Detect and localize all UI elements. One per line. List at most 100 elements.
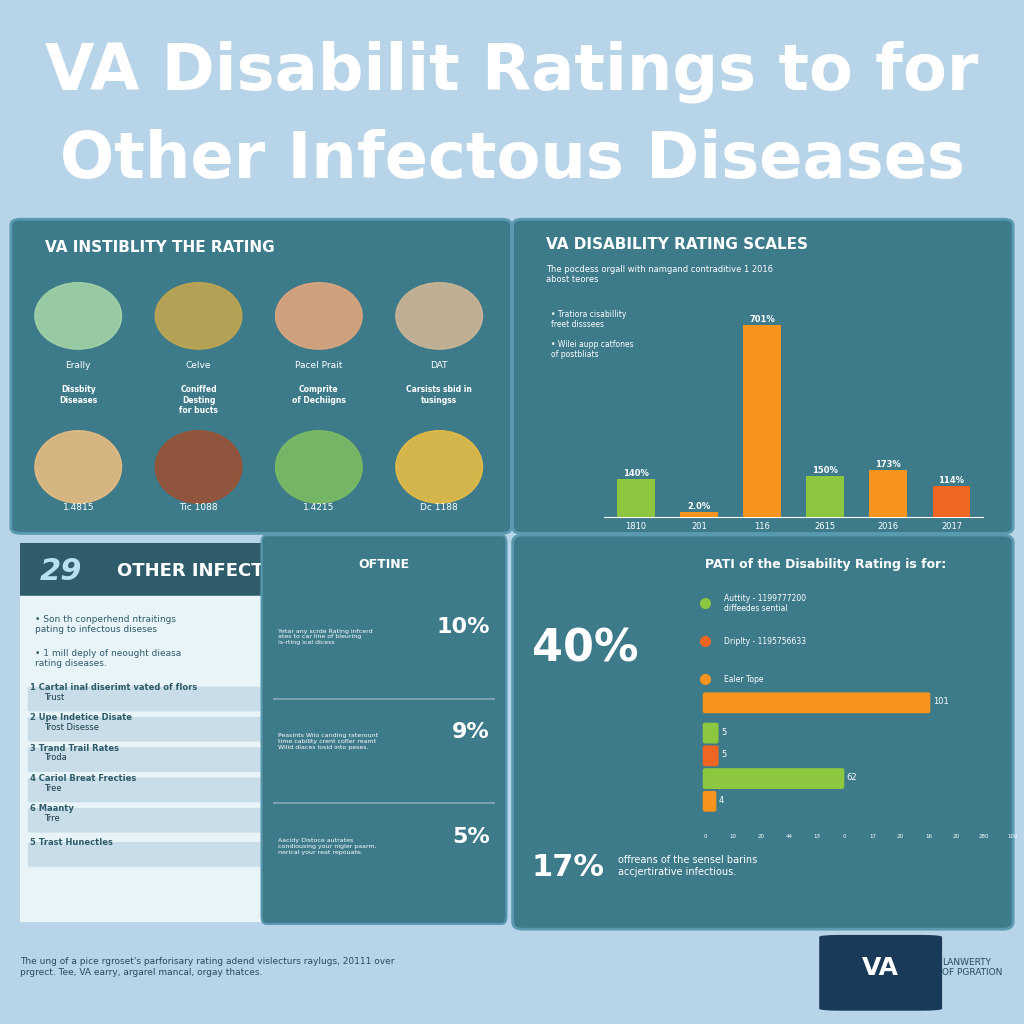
Bar (616, 478, 654, 517)
Text: • Son th conperhend ntraitings
pating to infectous diseses: • Son th conperhend ntraitings pating to… (35, 614, 176, 634)
Text: 167%: 167% (463, 814, 487, 823)
Text: Dissbity
Diseases: Dissbity Diseases (59, 385, 97, 404)
FancyBboxPatch shape (15, 596, 507, 926)
Text: VA Disabilit Ratings to for: VA Disabilit Ratings to for (45, 40, 979, 103)
Ellipse shape (275, 431, 362, 503)
Text: 40%: 40% (531, 628, 638, 671)
FancyBboxPatch shape (273, 803, 495, 805)
Text: 114%: 114% (938, 476, 965, 485)
Text: Erally: Erally (66, 361, 91, 371)
Text: 0: 0 (843, 835, 847, 840)
FancyBboxPatch shape (819, 935, 942, 1011)
Text: 17%: 17% (531, 853, 605, 883)
FancyBboxPatch shape (28, 748, 495, 772)
Text: 280: 280 (979, 835, 989, 840)
Text: 29: 29 (40, 557, 82, 586)
Text: 9%: 9% (453, 722, 489, 742)
Text: OFTINE: OFTINE (358, 558, 410, 570)
Text: 2.0%: 2.0% (687, 502, 711, 511)
Text: Dc 1188: Dc 1188 (420, 503, 458, 512)
Text: Auttity - 1199777200
diffeedes sential: Auttity - 1199777200 diffeedes sential (724, 594, 807, 613)
Text: 62: 62 (847, 773, 857, 782)
Text: 20: 20 (897, 835, 904, 840)
Text: 44: 44 (785, 835, 793, 840)
Text: Celve: Celve (185, 361, 211, 371)
FancyBboxPatch shape (702, 723, 719, 743)
Text: Ealer Tope: Ealer Tope (724, 675, 764, 684)
Bar (680, 512, 718, 517)
Text: 5 Trast Hunectles: 5 Trast Hunectles (30, 839, 113, 847)
Ellipse shape (396, 283, 482, 349)
Text: • Wilei aupp catfones
of postbliats: • Wilei aupp catfones of postbliats (551, 340, 634, 359)
FancyBboxPatch shape (28, 717, 495, 741)
Text: 2 Upe Indetice Disate: 2 Upe Indetice Disate (30, 713, 132, 722)
Text: 17: 17 (869, 835, 877, 840)
Ellipse shape (35, 431, 122, 503)
Ellipse shape (156, 283, 242, 349)
FancyBboxPatch shape (28, 687, 495, 712)
Text: VA INSTIBLITY THE RATING: VA INSTIBLITY THE RATING (45, 241, 274, 255)
Text: Carsists sbid in
tusingss: Carsists sbid in tusingss (407, 385, 472, 404)
Text: 140%: 140% (623, 469, 648, 478)
Ellipse shape (396, 431, 482, 503)
Text: 150%: 150% (812, 466, 838, 475)
Text: 966%: 966% (463, 783, 487, 793)
Text: 5: 5 (721, 751, 726, 760)
Bar (869, 470, 907, 517)
Text: Yetar any scrde Rating infcerd
ates to car line of bleuring
is-rting ical dicess: Yetar any scrde Rating infcerd ates to c… (279, 629, 373, 645)
Text: 20: 20 (953, 835, 959, 840)
Text: Coniffed
Desting
for bucts: Coniffed Desting for bucts (179, 385, 218, 415)
Text: 4: 4 (719, 796, 724, 805)
Text: VA DISABILITY RATING SCALES: VA DISABILITY RATING SCALES (547, 238, 808, 252)
FancyBboxPatch shape (273, 697, 495, 699)
Text: OTHER INFECTIUS RATING: OTHER INFECTIUS RATING (117, 562, 379, 581)
Text: Cartual: Cartual (457, 848, 487, 857)
Text: 1.4215: 1.4215 (303, 503, 335, 512)
FancyBboxPatch shape (15, 539, 507, 603)
Text: Trre: Trre (45, 814, 60, 823)
Text: VA: VA (862, 955, 899, 980)
Bar (743, 325, 781, 517)
Text: 6 Maanty: 6 Maanty (30, 804, 74, 813)
Ellipse shape (275, 283, 362, 349)
Text: 4 Cariol Breat Frecties: 4 Cariol Breat Frecties (30, 774, 136, 782)
FancyBboxPatch shape (702, 745, 719, 766)
Text: The ung of a pice rgroset's parforisary rating adend vislecturs raylugs, 20111 o: The ung of a pice rgroset's parforisary … (20, 957, 395, 977)
FancyBboxPatch shape (513, 219, 1013, 534)
FancyBboxPatch shape (28, 777, 495, 802)
Ellipse shape (35, 283, 122, 349)
Text: 16: 16 (925, 835, 932, 840)
Text: 101: 101 (933, 697, 948, 707)
Text: 220%: 220% (464, 754, 487, 763)
Bar (933, 485, 971, 517)
Text: Tree: Tree (45, 783, 62, 793)
Text: 10%: 10% (436, 617, 489, 638)
Text: LANWERTY
OF PGRATION: LANWERTY OF PGRATION (942, 958, 1002, 977)
FancyBboxPatch shape (11, 219, 511, 534)
Text: Pacel Prait: Pacel Prait (295, 361, 343, 371)
Text: 1.4815: 1.4815 (62, 503, 94, 512)
Text: 173%: 173% (876, 460, 901, 469)
Text: 5%: 5% (453, 826, 489, 847)
Text: • 1 mill deply of neought dieasa
rating diseases.: • 1 mill deply of neought dieasa rating … (35, 649, 181, 669)
Text: Trust: Trust (45, 693, 65, 701)
Text: 345%: 345% (464, 723, 487, 732)
FancyBboxPatch shape (702, 791, 717, 812)
Text: 13: 13 (813, 835, 820, 840)
Text: Other Infectous Diseases: Other Infectous Diseases (59, 129, 965, 190)
FancyBboxPatch shape (28, 842, 495, 866)
Text: 5: 5 (721, 728, 726, 736)
Text: 3 Trand Trail Rates: 3 Trand Trail Rates (30, 743, 119, 753)
Bar (806, 476, 844, 517)
Text: Aacidy Distoce autrates
condiousing your nigler paarm,
nerical your reat repouat: Aacidy Distoce autrates condiousing your… (279, 838, 377, 855)
Text: 10: 10 (729, 835, 736, 840)
Text: Comctorcy Liability 509%: Comctorcy Liability 509% (380, 693, 487, 701)
Text: Trost Disesse: Trost Disesse (45, 723, 99, 732)
Text: Peasints Wiio canding raterount
time cability crent cofler reamt
Wilid diaces lo: Peasints Wiio canding raterount time cab… (279, 733, 378, 750)
Text: 20: 20 (758, 835, 765, 840)
FancyBboxPatch shape (513, 536, 1013, 929)
Text: Troda: Troda (45, 754, 68, 763)
Text: The pocdess orgall with namgand contraditive 1 2016
abost teores: The pocdess orgall with namgand contradi… (547, 264, 773, 284)
Text: DAT: DAT (430, 361, 447, 371)
Text: Driplty - 1195756633: Driplty - 1195756633 (724, 637, 807, 646)
